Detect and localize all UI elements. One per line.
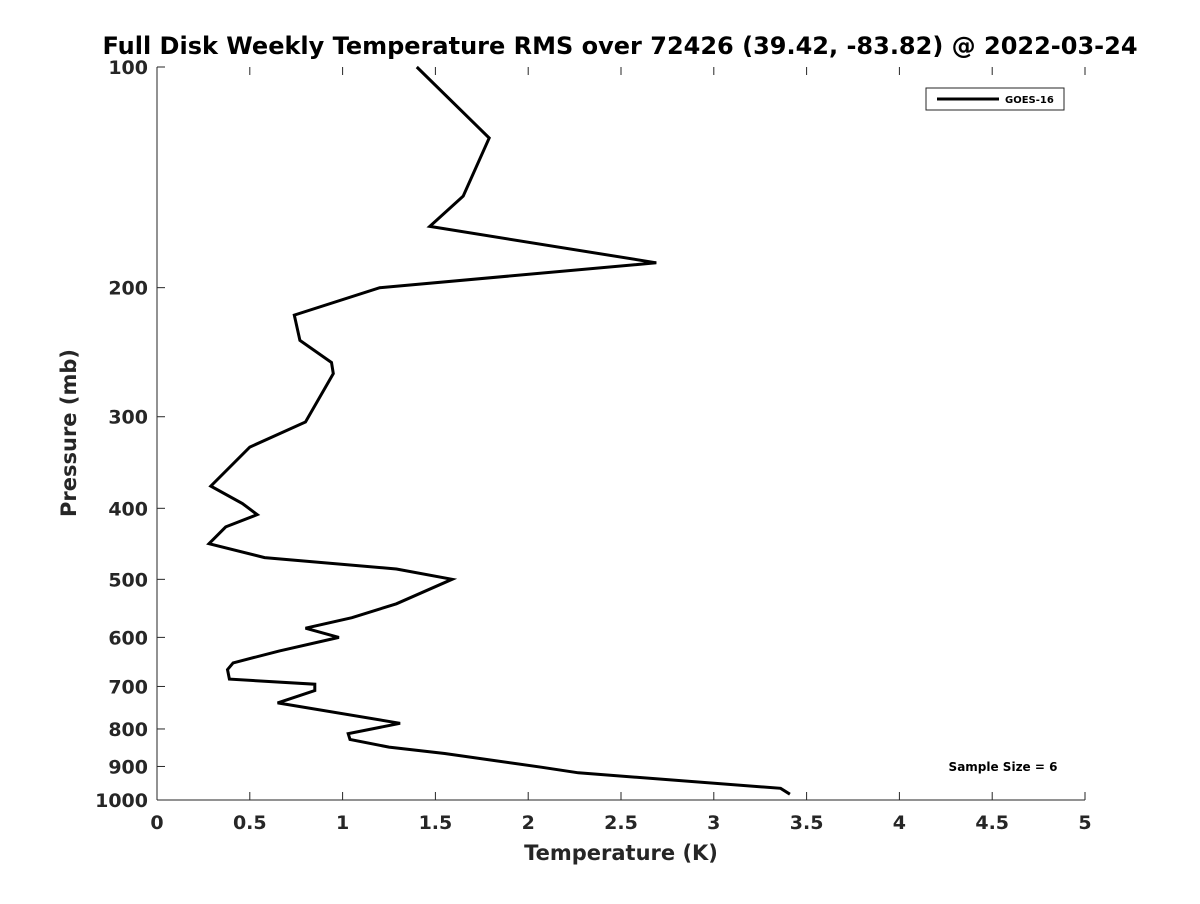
x-tick-label: 2	[522, 812, 535, 834]
sample-size-annotation: Sample Size = 6	[949, 760, 1058, 774]
x-tick-label: 4.5	[975, 812, 1009, 834]
y-tick-label: 800	[108, 719, 148, 741]
x-tick-label: 1.5	[419, 812, 453, 834]
legend-label: GOES-16	[1005, 95, 1054, 106]
y-tick-label: 100	[108, 57, 148, 79]
x-tick-label: 4	[893, 812, 906, 834]
legend: GOES-16	[925, 87, 1065, 111]
y-tick-label: 900	[108, 756, 148, 778]
y-tick-label: 600	[108, 627, 148, 649]
x-tick-label: 0	[150, 812, 163, 834]
plot-area	[157, 67, 1085, 800]
x-tick-label: 0.5	[233, 812, 267, 834]
x-tick-label: 3	[707, 812, 720, 834]
y-tick-label: 200	[108, 278, 148, 300]
chart-title: Full Disk Weekly Temperature RMS over 72…	[102, 32, 1137, 60]
y-axis-ticks: 100 200 300 400 500 600 700 800 900 1000	[95, 57, 165, 812]
y-tick-label: 300	[108, 407, 148, 429]
y-tick-label: 700	[108, 676, 148, 698]
x-axis-ticks: 0 0.5 1 1.5 2 2.5 3 3.5 4 4.5 5	[150, 67, 1092, 834]
x-tick-label: 3.5	[790, 812, 824, 834]
x-axis-label: Temperature (K)	[524, 841, 718, 865]
y-tick-label: 400	[108, 498, 148, 520]
y-tick-label: 1000	[95, 790, 148, 812]
series-layer	[206, 65, 791, 796]
series-line-0	[206, 65, 791, 796]
x-tick-label: 5	[1078, 812, 1091, 834]
y-axis-label: Pressure (mb)	[57, 349, 81, 517]
x-tick-label: 1	[336, 812, 349, 834]
y-tick-label: 500	[108, 569, 148, 591]
x-tick-label: 2.5	[604, 812, 638, 834]
